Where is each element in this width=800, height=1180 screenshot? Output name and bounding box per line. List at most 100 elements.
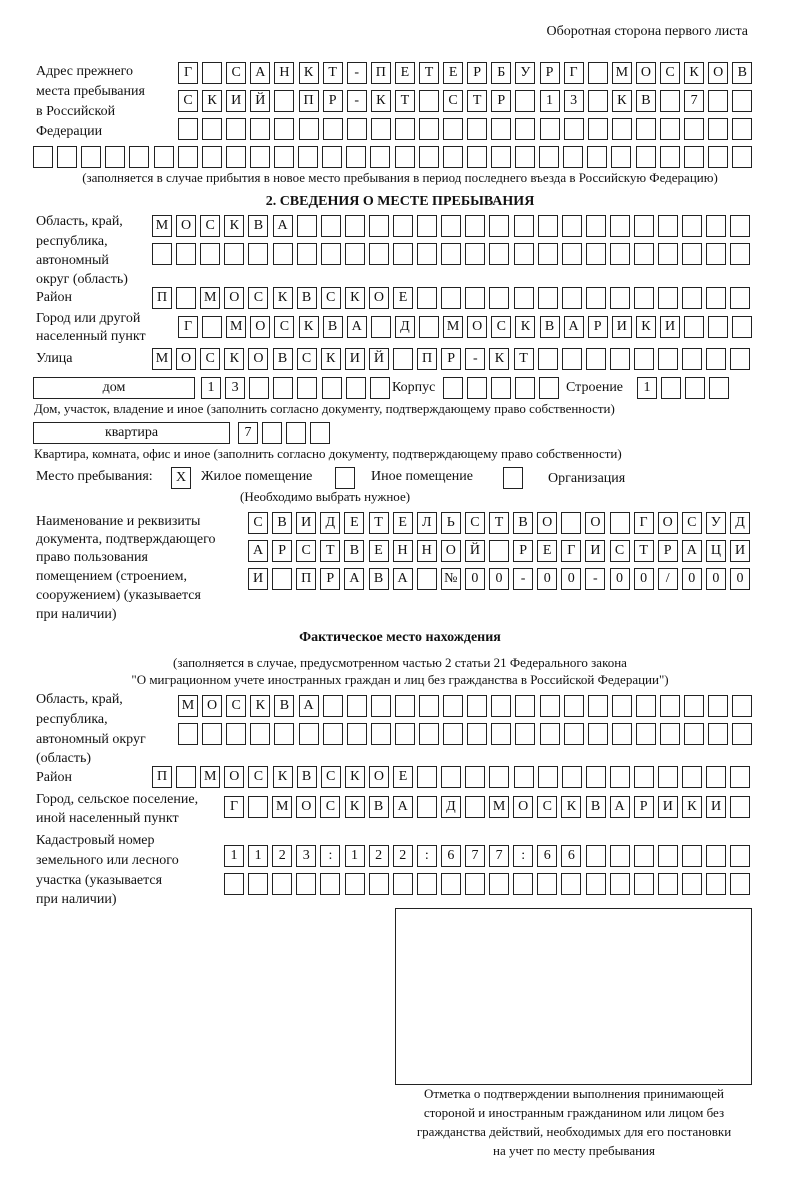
char-cell[interactable] — [286, 422, 307, 444]
char-cell[interactable] — [489, 873, 510, 895]
char-cell[interactable]: Ь — [440, 512, 461, 534]
char-cell[interactable] — [346, 146, 367, 168]
char-cell[interactable] — [441, 215, 462, 237]
char-cell[interactable] — [513, 287, 534, 309]
char-cell[interactable] — [226, 723, 247, 745]
char-cell[interactable]: Е — [392, 512, 413, 534]
char-cell[interactable] — [202, 118, 223, 140]
char-cell[interactable] — [491, 695, 512, 717]
char-cell[interactable] — [441, 766, 462, 788]
char-cell[interactable] — [730, 766, 751, 788]
char-cell[interactable] — [490, 146, 511, 168]
char-cell[interactable] — [706, 766, 727, 788]
char-cell[interactable] — [370, 695, 391, 717]
char-cell[interactable]: Д — [394, 316, 415, 338]
char-cell[interactable] — [248, 873, 269, 895]
char-cell[interactable]: Е — [394, 62, 415, 84]
char-cell[interactable] — [634, 766, 654, 788]
char-cell[interactable]: К — [684, 62, 705, 84]
char-cell[interactable]: К — [681, 796, 702, 818]
char-cell[interactable]: С — [660, 62, 680, 84]
char-cell[interactable] — [250, 723, 271, 745]
char-cell[interactable] — [250, 118, 271, 140]
char-cell[interactable]: О — [467, 316, 488, 338]
char-cell[interactable]: Д — [730, 512, 750, 534]
char-cell[interactable]: В — [272, 512, 293, 534]
char-cell[interactable] — [635, 695, 656, 717]
char-cell[interactable] — [393, 215, 413, 237]
char-cell[interactable] — [417, 215, 438, 237]
char-cell[interactable] — [416, 796, 437, 818]
char-cell[interactable]: М — [200, 287, 221, 309]
char-cell[interactable]: 0 — [705, 568, 726, 590]
stay-option-organization-checkbox[interactable] — [503, 467, 523, 489]
char-cell[interactable] — [442, 146, 463, 168]
char-cell[interactable]: Г — [178, 316, 198, 338]
char-cell[interactable] — [465, 873, 485, 895]
char-cell[interactable]: И — [706, 796, 726, 818]
char-cell[interactable]: П — [152, 766, 172, 788]
char-cell[interactable] — [587, 118, 608, 140]
char-cell[interactable]: М — [611, 62, 632, 84]
char-cell[interactable]: К — [344, 796, 365, 818]
char-cell[interactable] — [152, 243, 172, 265]
char-cell[interactable] — [730, 215, 751, 237]
char-cell[interactable]: 0 — [561, 568, 582, 590]
char-cell[interactable] — [611, 146, 632, 168]
char-cell[interactable] — [658, 766, 679, 788]
char-cell[interactable]: Г — [561, 540, 582, 562]
char-cell[interactable] — [585, 766, 606, 788]
char-cell[interactable] — [682, 348, 703, 370]
char-cell[interactable]: Т — [419, 62, 439, 84]
char-cell[interactable] — [273, 377, 294, 399]
char-cell[interactable] — [682, 287, 703, 309]
char-cell[interactable]: 0 — [730, 568, 750, 590]
char-cell[interactable] — [394, 695, 415, 717]
char-cell[interactable] — [633, 845, 654, 867]
char-cell[interactable] — [537, 287, 558, 309]
char-cell[interactable] — [370, 118, 391, 140]
char-cell[interactable] — [392, 873, 413, 895]
char-cell[interactable] — [657, 873, 678, 895]
char-cell[interactable]: С — [248, 287, 269, 309]
char-cell[interactable] — [226, 118, 247, 140]
char-cell[interactable] — [225, 146, 246, 168]
char-cell[interactable] — [539, 377, 560, 399]
char-cell[interactable] — [537, 873, 558, 895]
char-cell[interactable] — [708, 118, 729, 140]
char-cell[interactable]: Е — [368, 540, 389, 562]
char-cell[interactable] — [658, 348, 679, 370]
char-cell[interactable] — [33, 146, 53, 168]
char-cell[interactable]: 3 — [563, 90, 584, 112]
char-cell[interactable] — [732, 90, 753, 112]
apartment-type-field[interactable]: квартира — [33, 422, 230, 444]
char-cell[interactable] — [296, 873, 317, 895]
char-cell[interactable]: А — [250, 62, 271, 84]
char-cell[interactable]: С — [200, 215, 221, 237]
char-cell[interactable]: Р — [513, 540, 534, 562]
char-cell[interactable] — [320, 873, 341, 895]
char-cell[interactable] — [563, 695, 584, 717]
char-cell[interactable]: С — [320, 796, 341, 818]
char-cell[interactable] — [176, 766, 197, 788]
char-cell[interactable]: Р — [320, 568, 341, 590]
char-cell[interactable] — [466, 146, 487, 168]
char-cell[interactable]: 3 — [296, 845, 317, 867]
char-cell[interactable]: М — [178, 695, 198, 717]
char-cell[interactable] — [682, 243, 703, 265]
char-cell[interactable] — [368, 215, 389, 237]
char-cell[interactable] — [657, 845, 678, 867]
char-cell[interactable]: 6 — [537, 845, 558, 867]
char-cell[interactable]: К — [272, 287, 293, 309]
char-cell[interactable] — [419, 723, 439, 745]
char-cell[interactable] — [201, 146, 222, 168]
char-cell[interactable]: А — [346, 316, 367, 338]
char-cell[interactable]: К — [224, 215, 245, 237]
char-cell[interactable] — [635, 146, 656, 168]
char-cell[interactable]: Р — [587, 316, 608, 338]
char-cell[interactable] — [320, 243, 341, 265]
char-cell[interactable] — [635, 118, 656, 140]
char-cell[interactable] — [561, 215, 582, 237]
char-cell[interactable]: Т — [513, 348, 534, 370]
char-cell[interactable]: П — [417, 348, 438, 370]
